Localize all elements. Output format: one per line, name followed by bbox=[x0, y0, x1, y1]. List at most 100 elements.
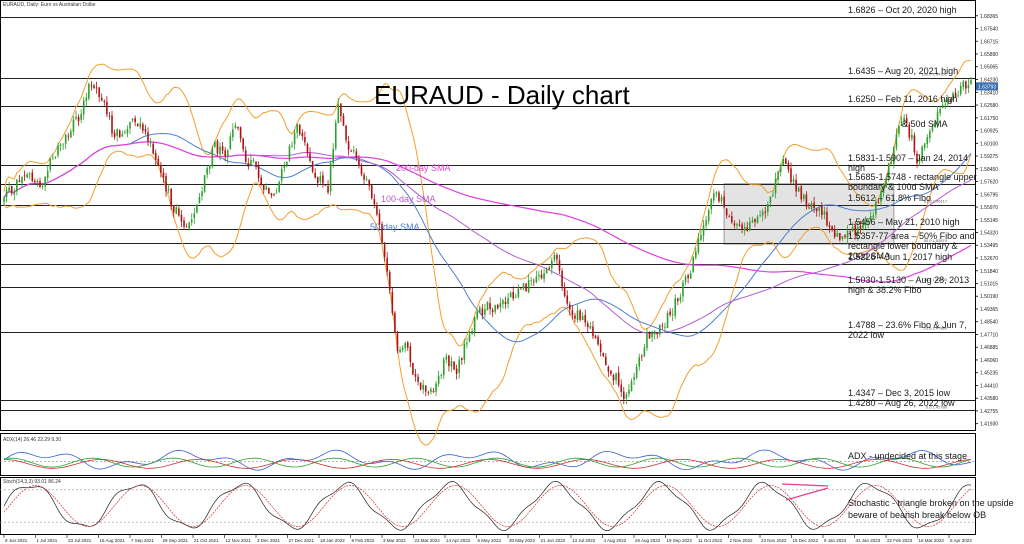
candle-body bbox=[358, 159, 360, 166]
candle-body bbox=[88, 83, 90, 99]
candle bbox=[52, 153, 54, 160]
consolidation-rectangle bbox=[723, 183, 895, 245]
candle-body bbox=[782, 159, 785, 165]
candle bbox=[718, 190, 720, 204]
candle-body bbox=[370, 185, 373, 199]
candle-body bbox=[869, 215, 872, 221]
candle-body bbox=[720, 197, 723, 202]
candle-body bbox=[244, 150, 247, 162]
candle-body bbox=[826, 211, 828, 226]
candle bbox=[671, 308, 674, 321]
candle bbox=[571, 305, 574, 320]
level-label: 1.5357-77 area – 50% Fibo and rectangle … bbox=[848, 230, 975, 261]
candle-body bbox=[124, 132, 126, 134]
candle bbox=[90, 80, 93, 91]
candle bbox=[767, 201, 769, 217]
candle bbox=[196, 204, 198, 214]
candle-body bbox=[378, 213, 381, 225]
candle bbox=[841, 235, 844, 241]
adx-header: ADX(14) 26.46 22.29 9.30 bbox=[3, 437, 62, 443]
time-tick-label: 31 Jan 2023 bbox=[856, 538, 881, 543]
candle bbox=[502, 298, 504, 309]
candle-body bbox=[468, 334, 471, 342]
candle-body bbox=[587, 323, 589, 328]
candle-body bbox=[90, 85, 93, 86]
candle-body bbox=[28, 173, 31, 175]
candle-body bbox=[453, 361, 455, 370]
candle bbox=[749, 217, 751, 232]
candle-body bbox=[677, 298, 679, 301]
candle bbox=[543, 268, 545, 283]
candle bbox=[100, 93, 103, 102]
candle bbox=[255, 161, 257, 170]
candle-body bbox=[224, 150, 226, 157]
candle bbox=[170, 188, 172, 211]
candle-body bbox=[118, 130, 121, 138]
price-axis: 1.68365 1.67540 1.66715 1.65890 1.65065 1.642… bbox=[975, 14, 998, 428]
candle bbox=[859, 220, 862, 235]
candle bbox=[653, 330, 656, 340]
candle-body bbox=[581, 315, 584, 321]
candle-body bbox=[268, 187, 270, 194]
candle-body bbox=[273, 194, 275, 195]
bollinger-bands bbox=[3, 60, 972, 446]
candle-body bbox=[813, 202, 815, 208]
candle-body bbox=[638, 357, 641, 367]
candle-body bbox=[134, 118, 136, 123]
candle bbox=[278, 180, 280, 194]
candle bbox=[363, 172, 365, 185]
candle bbox=[430, 387, 432, 395]
candle bbox=[131, 117, 134, 123]
candle bbox=[381, 221, 383, 244]
candle-body bbox=[409, 346, 412, 363]
candle-body bbox=[394, 312, 396, 333]
candle bbox=[49, 157, 52, 173]
candle bbox=[157, 155, 160, 166]
candle bbox=[705, 215, 707, 231]
candle-body bbox=[900, 121, 903, 126]
candle-body bbox=[18, 180, 21, 182]
candle-body bbox=[383, 244, 386, 258]
candle-body bbox=[872, 215, 875, 218]
candle-body bbox=[208, 165, 211, 169]
candle bbox=[260, 174, 262, 187]
candle bbox=[823, 206, 826, 220]
candle bbox=[296, 123, 298, 139]
candle-body bbox=[715, 192, 718, 194]
fibo-label: 61.8 1.56117 bbox=[924, 199, 948, 204]
candle bbox=[67, 132, 70, 141]
candle bbox=[679, 293, 682, 304]
candle bbox=[754, 218, 756, 227]
time-tick-label: 30 May 2022 bbox=[509, 538, 536, 543]
candle bbox=[525, 282, 527, 292]
candle bbox=[471, 328, 473, 336]
candle bbox=[70, 128, 72, 139]
candle-body bbox=[725, 208, 728, 216]
candle-body bbox=[386, 257, 388, 272]
candle bbox=[697, 233, 700, 255]
candle bbox=[499, 297, 502, 313]
candle-body bbox=[532, 280, 535, 282]
price-tick-label: 1.68365 bbox=[980, 14, 998, 20]
candle bbox=[661, 322, 664, 330]
candle bbox=[358, 154, 360, 169]
candle-body bbox=[211, 147, 214, 167]
candle bbox=[689, 270, 692, 280]
candle-body bbox=[628, 389, 630, 395]
candle-body bbox=[406, 342, 409, 348]
candle bbox=[947, 94, 949, 108]
price-tick-label: 1.47710 bbox=[980, 332, 998, 338]
candle bbox=[756, 214, 759, 224]
candle-body bbox=[790, 168, 792, 183]
candle-body bbox=[334, 122, 337, 149]
candle-body bbox=[8, 187, 10, 192]
candle bbox=[111, 110, 113, 138]
sma50-label: 50-day SMA bbox=[370, 222, 420, 232]
candle bbox=[900, 116, 903, 127]
candle-body bbox=[486, 301, 489, 311]
candle-body bbox=[877, 202, 880, 204]
candle-body bbox=[651, 333, 653, 338]
candle bbox=[453, 361, 455, 371]
candle-body bbox=[442, 359, 445, 376]
candle bbox=[44, 176, 46, 192]
